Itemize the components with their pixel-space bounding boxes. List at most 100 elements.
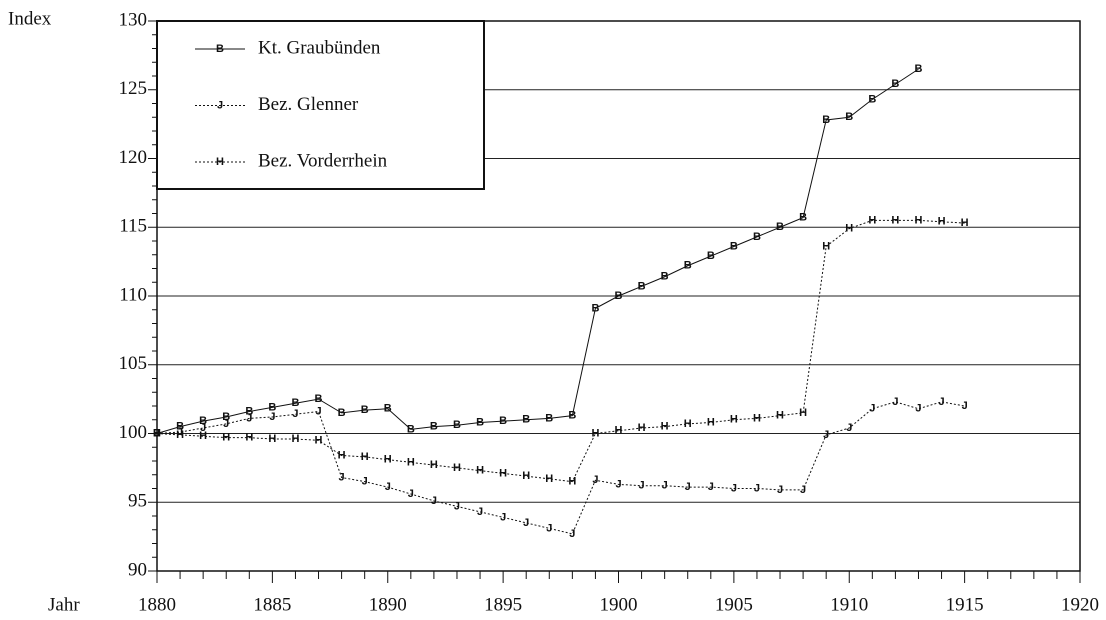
point-marker: H xyxy=(961,217,969,229)
point-marker: J xyxy=(408,488,414,500)
point-marker: H xyxy=(476,465,484,477)
point-marker: H xyxy=(522,470,530,482)
point-marker: H xyxy=(222,432,230,444)
point-marker: H xyxy=(384,454,392,466)
point-marker: J xyxy=(315,405,321,417)
point-marker: H xyxy=(891,214,899,226)
point-marker: B xyxy=(384,403,392,415)
point-marker: J xyxy=(339,471,345,483)
x-tick-label: 1900 xyxy=(600,594,638,615)
point-marker: H xyxy=(499,467,507,479)
legend-label: Kt. Graubünden xyxy=(258,37,381,58)
x-tick-label: 1920 xyxy=(1061,594,1099,615)
y-tick-label: 110 xyxy=(119,284,147,305)
point-marker: J xyxy=(500,511,506,523)
x-axis-label: Jahr xyxy=(48,594,80,615)
point-marker: B xyxy=(268,401,276,413)
point-marker: H xyxy=(868,214,876,226)
point-marker: H xyxy=(453,462,461,474)
point-marker: J xyxy=(915,403,921,415)
series-line xyxy=(156,219,965,483)
point-marker: J xyxy=(892,396,898,408)
point-marker: J xyxy=(869,403,875,415)
point-marker: J xyxy=(454,500,460,512)
point-marker: J xyxy=(777,484,783,496)
point-marker: J xyxy=(823,429,829,441)
point-marker: B xyxy=(176,421,184,433)
point-marker: H xyxy=(661,421,669,433)
point-marker: B xyxy=(638,280,646,292)
point-marker: B xyxy=(430,421,438,433)
point-marker: H xyxy=(545,473,553,485)
point-marker: H xyxy=(199,430,207,442)
legend-marker: J xyxy=(217,99,223,111)
y-tick-label: 125 xyxy=(119,78,148,99)
point-marker: J xyxy=(546,522,552,534)
y-tick-label: 95 xyxy=(128,491,147,512)
y-tick-label: 100 xyxy=(119,422,148,443)
point-marker: B xyxy=(453,419,461,431)
point-marker: J xyxy=(177,426,183,438)
point-marker: J xyxy=(523,517,529,529)
point-marker: B xyxy=(568,410,576,422)
x-tick-label: 1905 xyxy=(715,594,753,615)
point-marker: J xyxy=(569,528,575,540)
point-marker: B xyxy=(914,63,922,75)
point-marker: J xyxy=(246,412,252,424)
y-tick-label: 115 xyxy=(119,216,147,237)
point-marker: B xyxy=(591,302,599,314)
point-marker: J xyxy=(223,418,229,430)
point-marker: B xyxy=(615,290,623,302)
point-marker: J xyxy=(477,506,483,518)
y-tick-label: 130 xyxy=(119,9,148,30)
point-marker: J xyxy=(200,422,206,434)
point-marker: H xyxy=(268,433,276,445)
point-marker: J xyxy=(592,474,598,486)
x-tick-label: 1910 xyxy=(830,594,868,615)
point-marker: B xyxy=(891,78,899,90)
point-marker: J xyxy=(362,476,368,488)
point-marker: J xyxy=(754,482,760,494)
point-marker: J xyxy=(846,422,852,434)
plot-frame xyxy=(156,20,1081,572)
point-marker: J xyxy=(431,495,437,507)
x-tick-label: 1880 xyxy=(138,594,176,615)
point-marker: H xyxy=(407,456,415,468)
point-marker: B xyxy=(361,404,369,416)
x-tick-label: 1890 xyxy=(369,594,407,615)
series-line xyxy=(156,401,965,535)
point-marker: B xyxy=(776,221,784,233)
point-marker: H xyxy=(291,433,299,445)
point-marker: H xyxy=(776,410,784,422)
point-marker: J xyxy=(938,396,944,408)
point-marker: H xyxy=(799,407,807,419)
legend-marker: B xyxy=(216,43,224,55)
point-marker: J xyxy=(615,478,621,490)
point-marker: H xyxy=(684,418,692,430)
legend-label: Bez. Glenner xyxy=(258,94,359,115)
x-tick-label: 1895 xyxy=(484,594,522,615)
point-marker: J xyxy=(708,481,714,493)
point-marker: H xyxy=(938,216,946,228)
series-line xyxy=(156,68,919,434)
point-marker: H xyxy=(153,427,161,439)
point-marker: H xyxy=(914,214,922,226)
point-marker: J xyxy=(269,411,275,423)
point-marker: B xyxy=(245,405,253,417)
x-tick-label: 1885 xyxy=(253,594,291,615)
point-marker: H xyxy=(707,416,715,428)
point-marker: H xyxy=(822,240,830,252)
point-marker: J xyxy=(800,484,806,496)
point-marker: J xyxy=(731,482,737,494)
point-marker: B xyxy=(661,271,669,283)
point-marker: H xyxy=(176,429,184,441)
y-tick-label: 105 xyxy=(119,353,148,374)
point-marker: H xyxy=(245,432,253,444)
point-marker: B xyxy=(199,415,207,427)
point-marker: B xyxy=(707,250,715,262)
point-marker: H xyxy=(845,223,853,235)
point-marker: B xyxy=(799,212,807,224)
point-marker: B xyxy=(845,111,853,123)
point-marker: J xyxy=(292,408,298,420)
